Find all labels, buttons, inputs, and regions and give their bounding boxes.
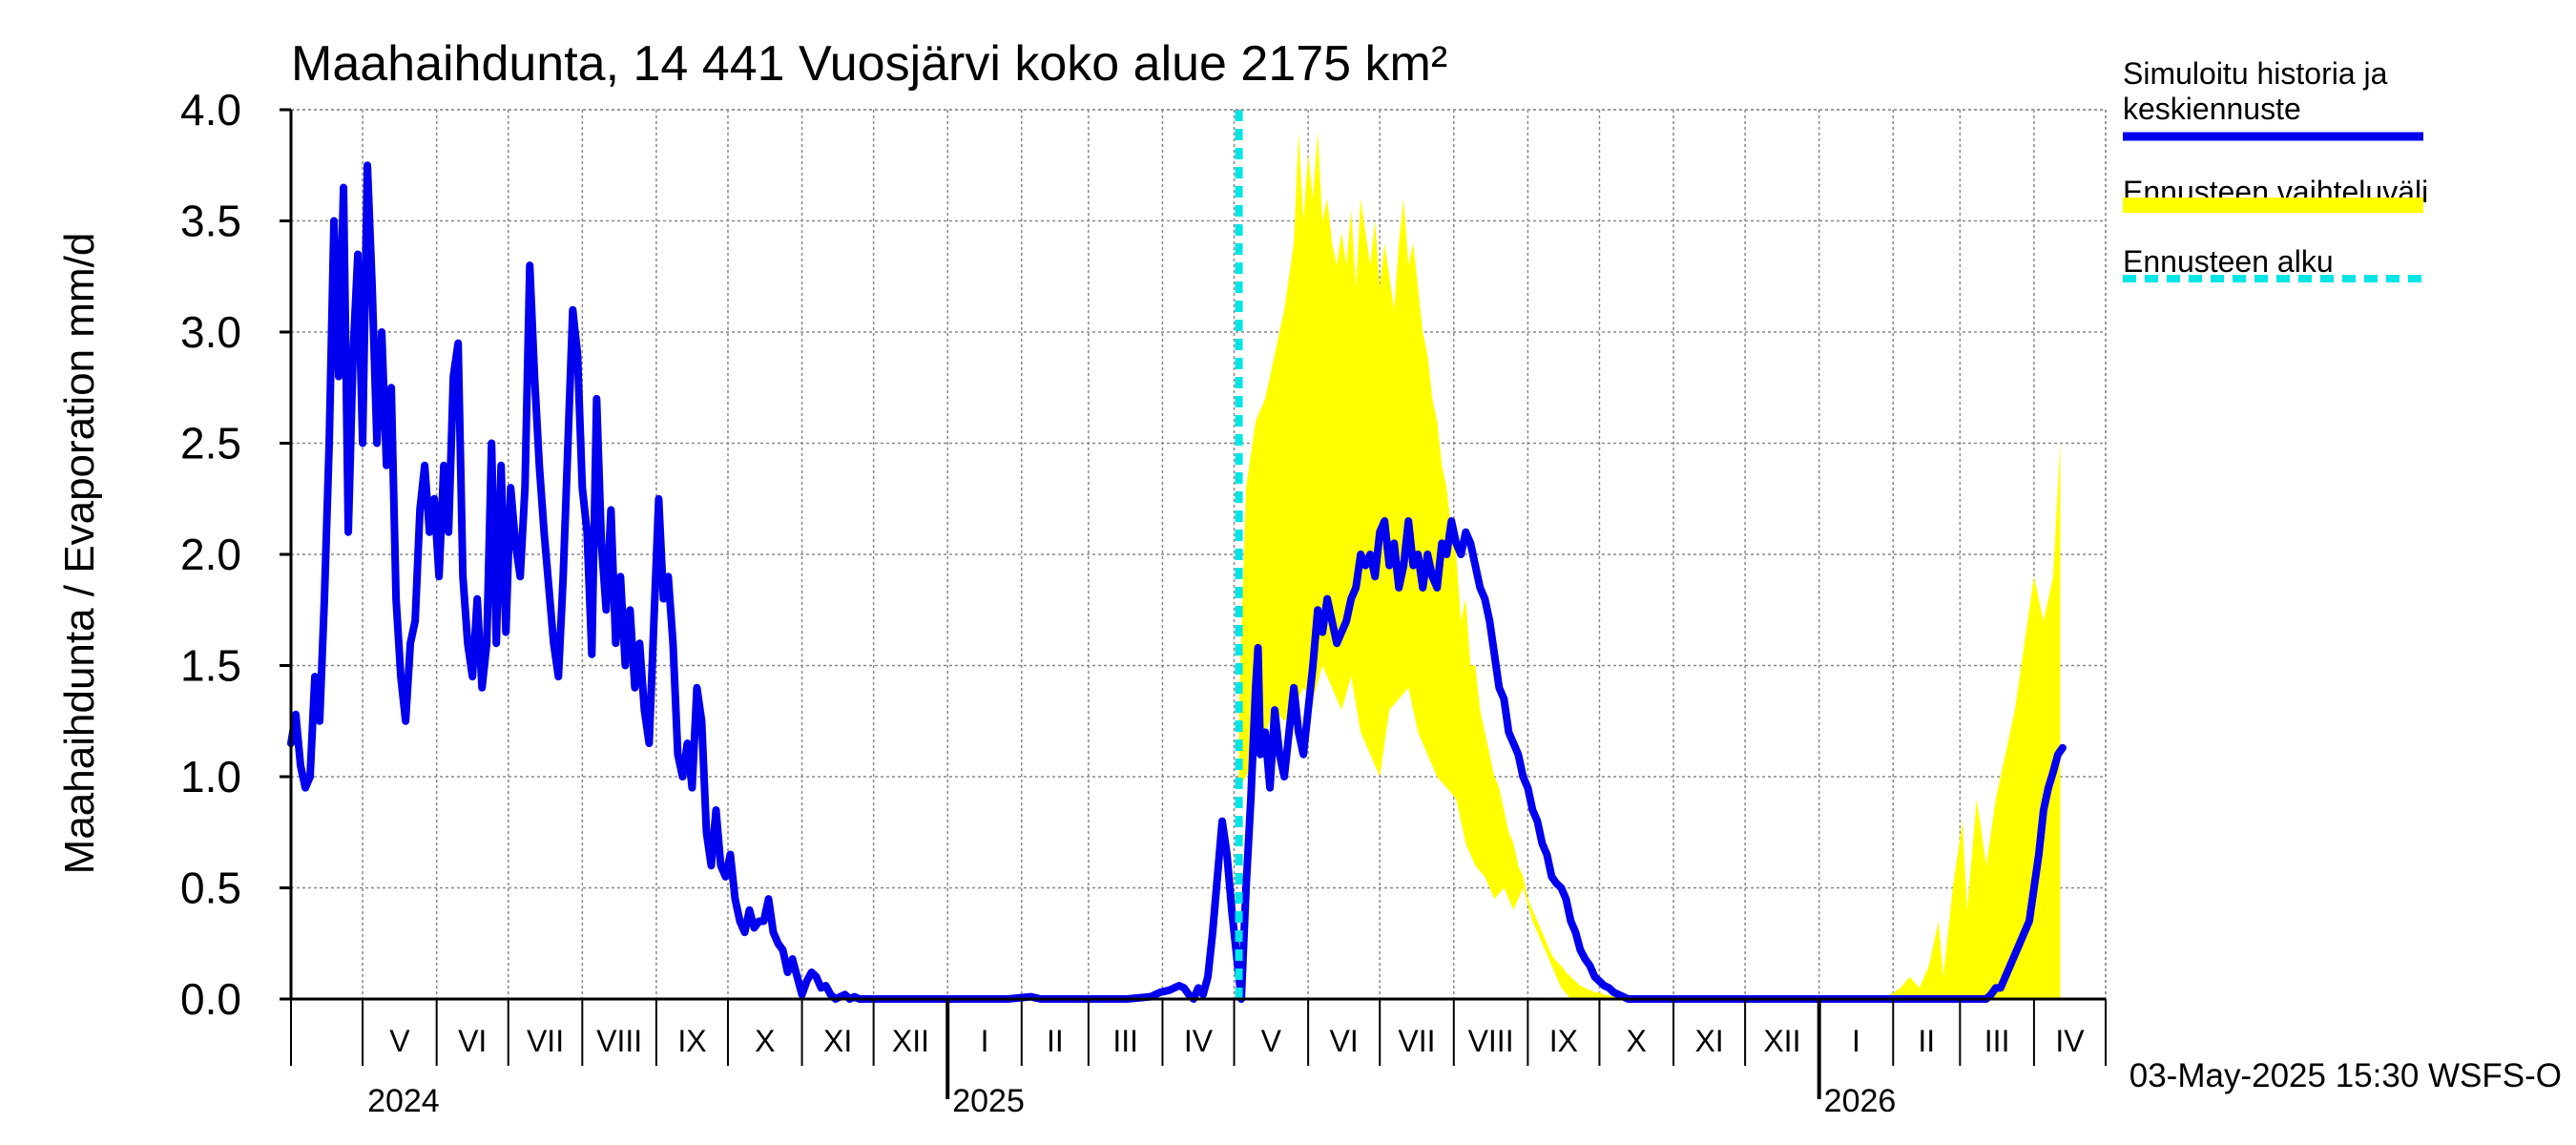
month-label: VIII <box>596 1024 642 1058</box>
year-label: 2024 <box>367 1083 440 1119</box>
legend-label: Ennusteen alku <box>2123 244 2334 279</box>
month-label: XI <box>823 1024 852 1058</box>
month-label: X <box>755 1024 775 1058</box>
month-label: VII <box>1398 1024 1435 1058</box>
month-label: VII <box>527 1024 564 1058</box>
month-label: X <box>1627 1024 1647 1058</box>
year-label: 2026 <box>1824 1083 1897 1119</box>
month-label: III <box>1112 1024 1138 1058</box>
month-label: IV <box>1184 1024 1214 1058</box>
year-label: 2025 <box>952 1083 1025 1119</box>
axes: 0.00.51.01.52.02.53.03.54.0V VI VII VIII IX X… <box>180 85 2107 1119</box>
y-tick-label: 2.5 <box>180 419 241 468</box>
legend-label: Simuloitu historia ja <box>2123 56 2388 91</box>
y-tick-label: 4.0 <box>180 85 241 135</box>
month-label: I <box>1852 1024 1860 1058</box>
forecast-band-area <box>1238 132 2061 1000</box>
month-label: V <box>1261 1024 1282 1058</box>
y-tick-label: 0.5 <box>180 864 241 913</box>
month-label: XI <box>1694 1024 1723 1058</box>
month-label: I <box>981 1024 989 1058</box>
footer-timestamp: 03-May-2025 15:30 WSFS-O <box>2129 1057 2562 1094</box>
month-label: VI <box>1330 1024 1359 1058</box>
month-label: XII <box>1763 1024 1800 1058</box>
month-label: IX <box>677 1024 706 1058</box>
month-label: IV <box>2055 1024 2085 1058</box>
month-label: V <box>389 1024 410 1058</box>
y-tick-label: 3.0 <box>180 307 241 357</box>
y-tick-label: 3.5 <box>180 197 241 246</box>
y-tick-label: 2.0 <box>180 530 241 579</box>
chart-title: Maahaihdunta, 14 441 Vuosjärvi koko alue… <box>291 36 1447 92</box>
month-label: IX <box>1549 1024 1578 1058</box>
month-label: II <box>1047 1024 1064 1058</box>
history-forecast-line <box>287 161 2067 1003</box>
y-axis-label: Maahaihdunta / Evaporation mm/d <box>56 233 103 875</box>
y-tick-label: 1.0 <box>180 752 241 802</box>
month-label: II <box>1918 1024 1935 1058</box>
month-label: XII <box>892 1024 929 1058</box>
forecast-range-band <box>1238 132 2061 1000</box>
month-label: III <box>1984 1024 2010 1058</box>
month-label: VI <box>458 1024 487 1058</box>
y-tick-label: 0.0 <box>180 974 241 1024</box>
month-label: VIII <box>1468 1024 1514 1058</box>
legend-label: keskiennuste <box>2123 92 2301 126</box>
y-tick-label: 1.5 <box>180 641 241 691</box>
